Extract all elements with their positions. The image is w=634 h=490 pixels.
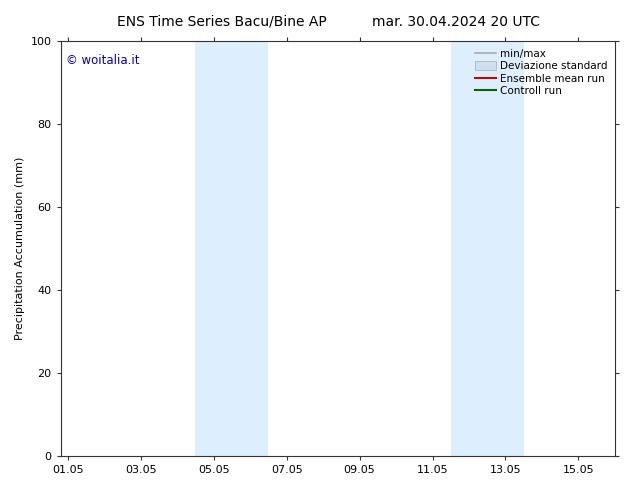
Legend: min/max, Deviazione standard, Ensemble mean run, Controll run: min/max, Deviazione standard, Ensemble m… (473, 47, 610, 98)
Bar (232, 41, 268, 456)
Text: © woitalia.it: © woitalia.it (66, 54, 139, 67)
Text: mar. 30.04.2024 20 UTC: mar. 30.04.2024 20 UTC (373, 15, 540, 29)
Bar (487, 41, 524, 456)
Y-axis label: Precipitation Accumulation (mm): Precipitation Accumulation (mm) (15, 157, 25, 340)
Bar (195, 41, 232, 456)
Text: ENS Time Series Bacu/Bine AP: ENS Time Series Bacu/Bine AP (117, 15, 327, 29)
Bar (451, 41, 487, 456)
